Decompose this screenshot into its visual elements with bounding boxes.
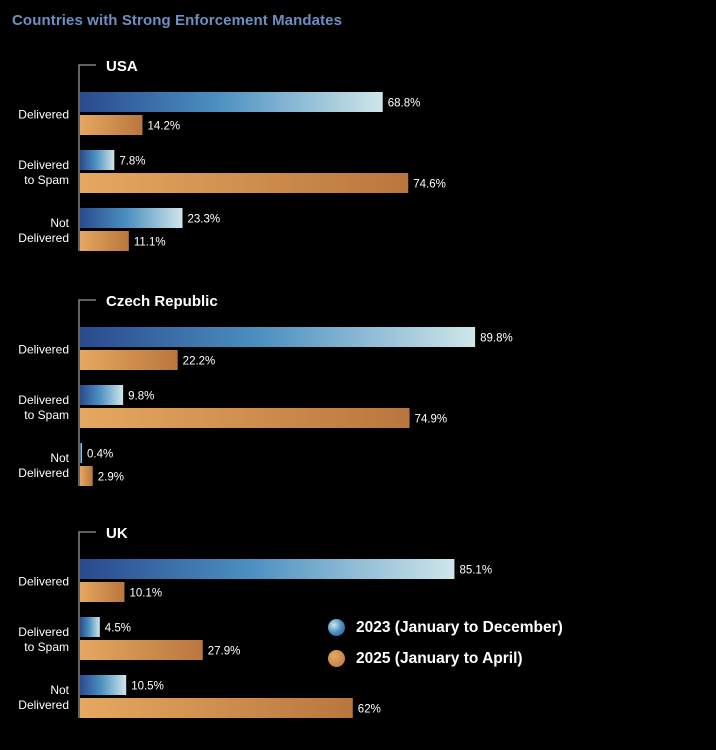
value-label: 27.9% (208, 646, 241, 658)
category-label: Delivered (18, 231, 69, 245)
bar-2025 (80, 408, 410, 428)
category-label: Not (50, 216, 69, 230)
bar-2023 (80, 443, 82, 463)
bar-2023 (80, 385, 124, 405)
legend-label-2023: 2023 (January to December) (356, 618, 563, 636)
bar-2025 (80, 350, 178, 370)
value-label: 23.3% (188, 214, 221, 226)
category-label: Delivered (18, 158, 69, 172)
legend-item-2025: 2025 (January to April) (328, 643, 563, 674)
value-label: 62% (358, 704, 381, 716)
group-axis-line (78, 531, 96, 718)
value-label: 10.1% (129, 588, 162, 600)
value-label: 10.5% (131, 681, 164, 693)
legend-swatch-2025 (328, 650, 345, 667)
bar-2023 (80, 208, 183, 228)
bar-2025 (80, 582, 125, 602)
category-label: to Spam (24, 173, 69, 187)
bar-2025 (80, 466, 93, 486)
bar-2025 (80, 173, 409, 193)
value-label: 2.9% (98, 472, 124, 484)
chart-title: Countries with Strong Enforcement Mandat… (12, 12, 343, 29)
bar-2025 (80, 698, 353, 718)
legend: 2023 (January to December) 2025 (January… (328, 612, 563, 674)
group-czech-republic: Czech Republic Delivered 89.8% 22.2% Deliver… (18, 293, 513, 486)
category-label: Not (50, 451, 69, 465)
category-label: to Spam (24, 640, 69, 654)
bar-2025 (80, 115, 143, 135)
value-label: 11.1% (134, 237, 166, 249)
value-label: 22.2% (183, 356, 216, 368)
value-label: 7.8% (119, 156, 145, 168)
group-title: Czech Republic (106, 293, 218, 310)
group-title: USA (106, 58, 138, 75)
value-label: 9.8% (128, 391, 154, 403)
value-label: 74.6% (413, 179, 446, 191)
group-title: UK (106, 525, 128, 542)
category-label: Delivered (18, 393, 69, 407)
group-axis-line (78, 64, 96, 251)
value-label: 68.8% (388, 98, 421, 110)
bar-2023 (80, 150, 115, 170)
bar-2023 (80, 559, 455, 579)
bar-2023 (80, 617, 100, 637)
value-label: 14.2% (147, 121, 180, 133)
category-label: Not (50, 683, 69, 697)
legend-swatch-2023 (328, 619, 345, 636)
category-label: Delivered (18, 625, 69, 639)
bar-2025 (80, 231, 129, 251)
category-label: Delivered (18, 466, 69, 480)
category-label: Delivered (18, 575, 69, 589)
category-label: Delivered (18, 108, 69, 122)
value-label: 4.5% (105, 623, 131, 635)
legend-label-2025: 2025 (January to April) (356, 649, 523, 667)
group-axis-line (78, 299, 96, 486)
bar-2023 (80, 92, 383, 112)
value-label: 74.9% (415, 414, 448, 426)
value-label: 0.4% (87, 449, 113, 461)
category-label: to Spam (24, 408, 69, 422)
bar-2023 (80, 327, 476, 347)
legend-item-2023: 2023 (January to December) (328, 612, 563, 643)
value-label: 89.8% (480, 333, 513, 345)
bar-2023 (80, 675, 127, 695)
value-label: 85.1% (459, 565, 492, 577)
bar-2025 (80, 640, 203, 660)
category-label: Delivered (18, 343, 69, 357)
category-label: Delivered (18, 698, 69, 712)
